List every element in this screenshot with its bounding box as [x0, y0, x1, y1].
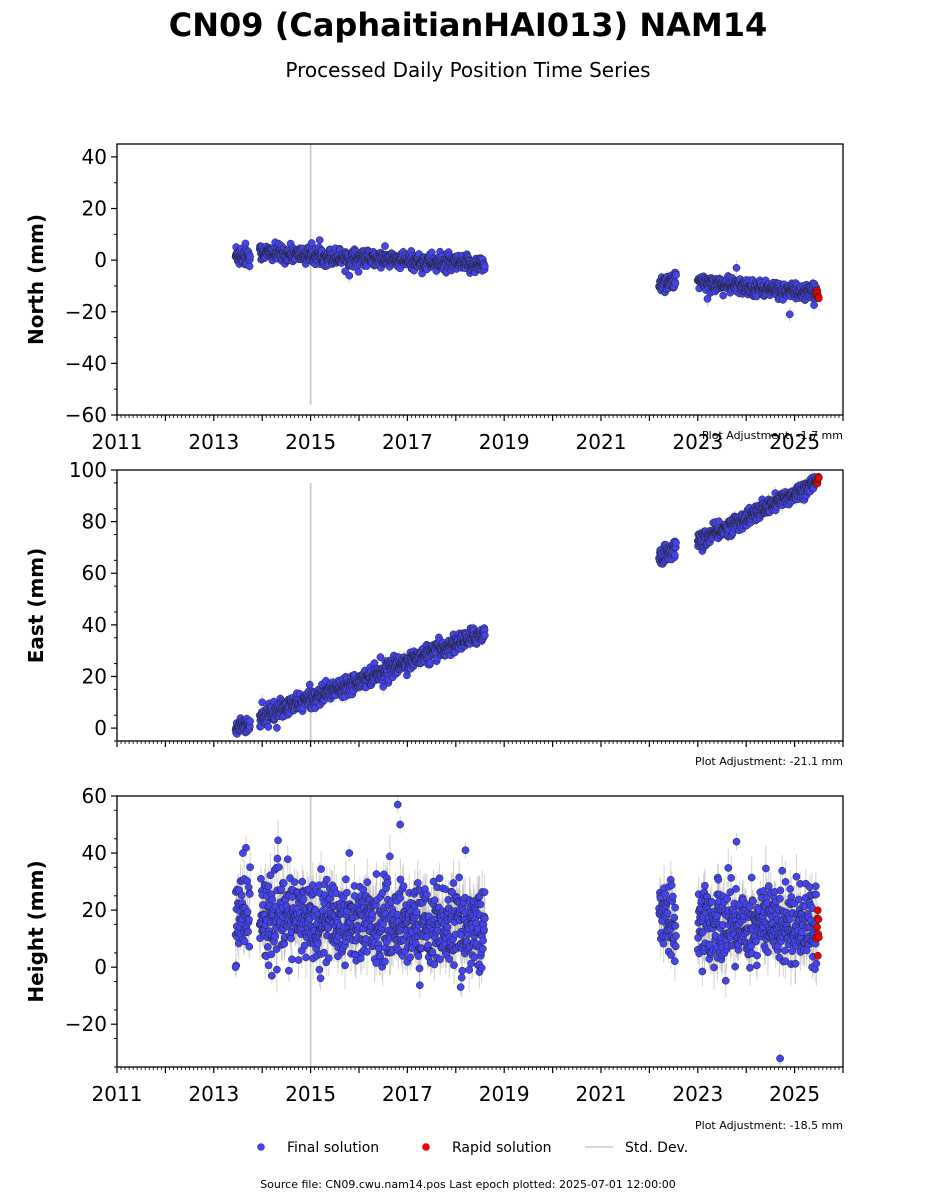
final-point [381, 242, 389, 250]
final-point [732, 264, 741, 272]
north-panel: −60 −40 −20 0 20 40 2011 2013 2015 2017 2019 2021 20… [24, 143, 844, 454]
final-point [245, 262, 254, 271]
y-tick-label: −20 [65, 300, 107, 324]
x-tick-label: 2013 [188, 430, 239, 454]
rapid-point [814, 294, 823, 303]
final-point [315, 236, 324, 244]
x-tick-label: 2021 [576, 430, 627, 454]
plot-adjustment: Plot Adjustment: -1.7 mm [702, 429, 843, 442]
x-tick-label: 2011 [92, 430, 143, 454]
final-point [672, 271, 680, 279]
final-point [671, 279, 680, 288]
y-axis-label: North (mm) [24, 214, 48, 345]
final-point [305, 680, 314, 689]
final-point [426, 658, 435, 667]
y-tick-label: −60 [65, 403, 107, 427]
final-point [719, 291, 728, 300]
final-point [246, 252, 254, 261]
x-tick-label: 2023 [672, 430, 723, 454]
final-point [273, 723, 281, 732]
x-tick-label: 2019 [479, 430, 530, 454]
plot-area [231, 470, 823, 741]
x-tick-label: 2025 [769, 430, 820, 454]
y-tick-label: 20 [82, 197, 107, 221]
plot-area [231, 144, 823, 405]
figure-subtitle: Processed Daily Position Time Series [285, 58, 650, 82]
final-point [354, 267, 363, 276]
final-point [345, 271, 354, 280]
final-point [480, 262, 489, 271]
final-point [264, 723, 273, 731]
y-tick-label: 40 [82, 145, 107, 169]
final-point [810, 301, 818, 309]
y-tick-label: −40 [65, 351, 107, 375]
final-point [703, 295, 712, 303]
figure-title: CN09 (CaphaitianHAI013) NAM14 [169, 6, 767, 44]
x-tick-label: 2017 [382, 430, 433, 454]
final-point [785, 310, 794, 319]
final-point [246, 717, 254, 726]
x-tick-label: 2015 [285, 430, 336, 454]
y-tick-label: 0 [94, 248, 107, 272]
